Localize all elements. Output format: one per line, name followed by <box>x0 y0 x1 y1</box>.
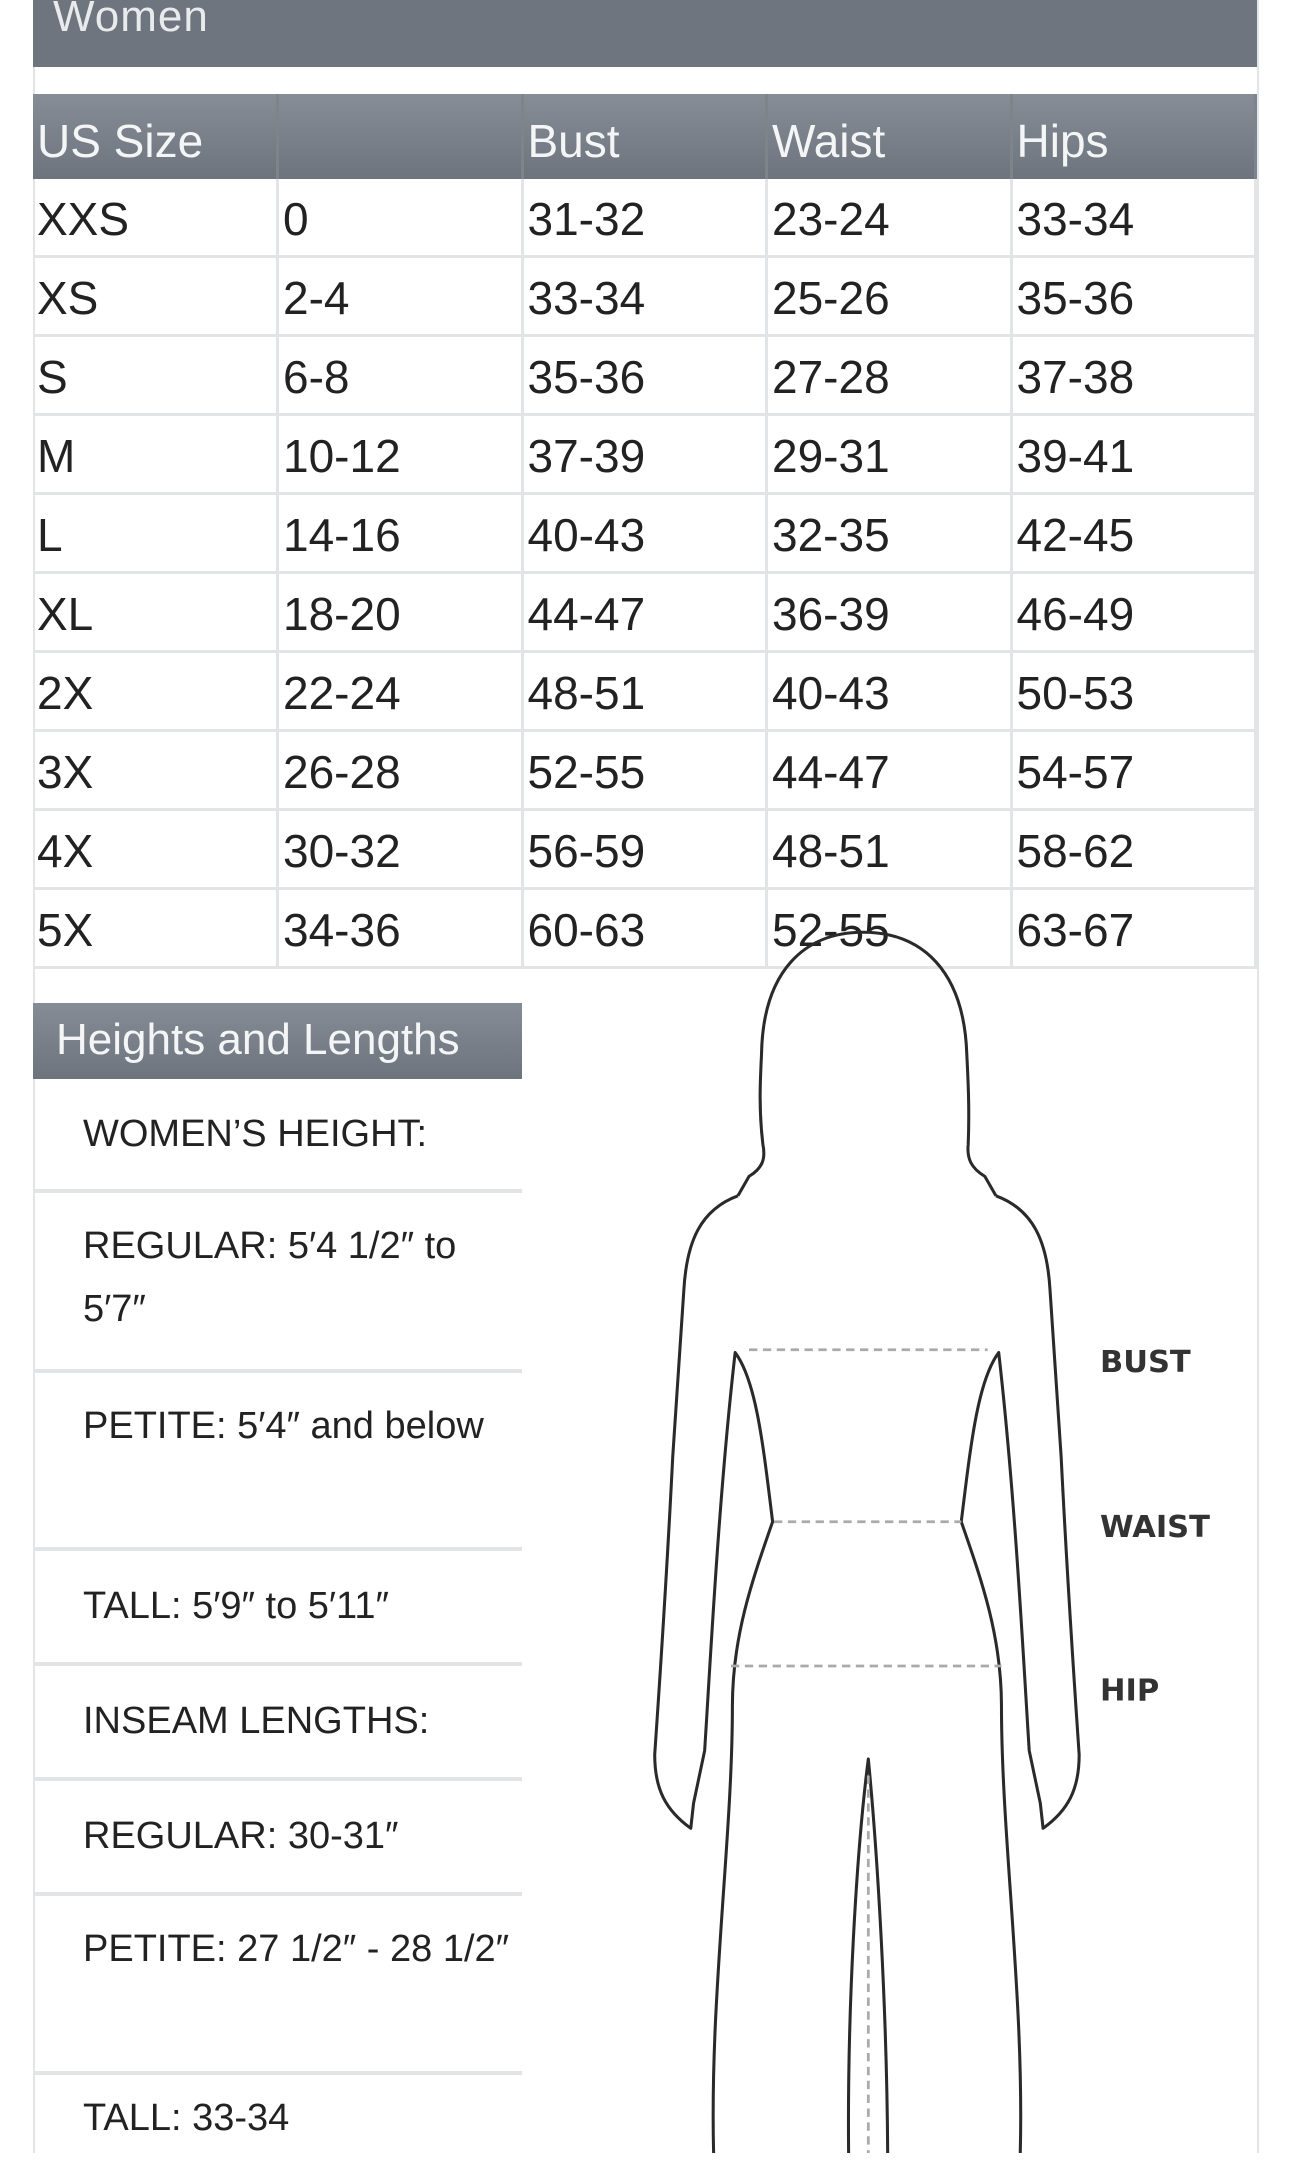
heights-text: WOMEN’S HEIGHT: <box>83 1113 428 1155</box>
section-title: Women <box>53 0 209 41</box>
table-cell: XS <box>33 256 279 337</box>
table-row: XL 18-20 44-47 36-39 46-49 <box>33 572 1257 653</box>
table-cell: 52-55 <box>766 888 1013 969</box>
table-cell: 6-8 <box>277 335 524 416</box>
table-cell: 60-63 <box>522 888 768 969</box>
heights-lengths-title: Heights and Lengths <box>56 1015 460 1064</box>
table-cell: S <box>33 335 279 416</box>
table-cell: 35-36 <box>522 335 768 416</box>
table-cell: 23-24 <box>766 179 1013 258</box>
heights-text: TALL: 5′9″ to 5′11″ <box>83 1585 389 1627</box>
heights-text: REGULAR: 5′4 1/2″ to 5′7″ <box>83 1225 457 1330</box>
table-cell: 29-31 <box>766 414 1013 495</box>
heights-text: PETITE: 5′4″ and below <box>83 1405 484 1447</box>
figure-right-side <box>959 1194 1081 2153</box>
column-header: Waist <box>766 94 1013 179</box>
table-cell: 48-51 <box>522 651 768 732</box>
table-cell: 52-55 <box>522 730 768 811</box>
table-cell: 5X <box>33 888 279 969</box>
table-cell: 22-24 <box>277 651 524 732</box>
table-cell: 34-36 <box>277 888 524 969</box>
table-cell: XL <box>33 572 279 653</box>
table-cell: 40-43 <box>522 493 768 574</box>
table-cell: XXS <box>33 179 279 258</box>
table-cell: 10-12 <box>277 414 524 495</box>
table-cell: 37-39 <box>522 414 768 495</box>
table-row: XXS 0 31-32 23-24 33-34 <box>33 179 1257 258</box>
figure-left-side <box>653 1194 775 2153</box>
hip-label: HIP <box>1100 1674 1159 1709</box>
heights-row: WOMEN’S HEIGHT: <box>33 1079 522 1193</box>
column-header: Hips <box>1011 94 1257 179</box>
heights-lengths-header: Heights and Lengths <box>33 1003 522 1079</box>
table-row: 5X 34-36 60-63 52-55 63-67 <box>33 888 1257 969</box>
table-cell: 31-32 <box>522 179 768 258</box>
heights-text: PETITE: 27 1/2″ - 28 1/2″ <box>83 1928 510 1970</box>
table-row: M 10-12 37-39 29-31 39-41 <box>33 414 1257 495</box>
heights-text: REGULAR: 30-31″ <box>83 1815 399 1857</box>
heights-text: INSEAM LENGTHS: <box>83 1700 430 1742</box>
table-cell: 14-16 <box>277 493 524 574</box>
column-header <box>277 94 524 179</box>
table-cell: 32-35 <box>766 493 1013 574</box>
table-row: 3X 26-28 52-55 44-47 54-57 <box>33 730 1257 811</box>
table-cell: 4X <box>33 809 279 890</box>
figure-inner-legs <box>846 1757 890 2153</box>
bust-label: BUST <box>1100 1345 1191 1380</box>
section-header: Women <box>33 0 1257 67</box>
figure-head-outline <box>736 930 998 1197</box>
table-cell: 56-59 <box>522 809 768 890</box>
table-cell: L <box>33 493 279 574</box>
heights-row: REGULAR: 5′4 1/2″ to 5′7″ <box>33 1193 522 1373</box>
table-cell: 30-32 <box>277 809 524 890</box>
table-cell: 33-34 <box>1011 179 1257 258</box>
table-cell: 42-45 <box>1011 493 1257 574</box>
heights-row: INSEAM LENGTHS: <box>33 1666 522 1781</box>
table-cell: 2X <box>33 651 279 732</box>
table-cell: 54-57 <box>1011 730 1257 811</box>
heights-row: REGULAR: 30-31″ <box>33 1781 522 1896</box>
table-cell: 3X <box>33 730 279 811</box>
table-cell: 46-49 <box>1011 572 1257 653</box>
table-cell: 63-67 <box>1011 888 1257 969</box>
column-header: US Size <box>33 94 279 179</box>
heights-row: TALL: 5′9″ to 5′11″ <box>33 1551 522 1666</box>
table-cell: 50-53 <box>1011 651 1257 732</box>
table-cell: 39-41 <box>1011 414 1257 495</box>
size-chart-table: US Size Bust Waist Hips XXS 0 31-32 23-24 33-34… <box>33 94 1257 969</box>
table-row: S 6-8 35-36 27-28 37-38 <box>33 335 1257 416</box>
waist-label: WAIST <box>1100 1510 1210 1545</box>
table-cell: 2-4 <box>277 256 524 337</box>
table-cell: 44-47 <box>522 572 768 653</box>
table-cell: 44-47 <box>766 730 1013 811</box>
table-cell: M <box>33 414 279 495</box>
table-cell: 48-51 <box>766 809 1013 890</box>
table-cell: 40-43 <box>766 651 1013 732</box>
table-cell: 27-28 <box>766 335 1013 416</box>
heights-row: PETITE: 5′4″ and below <box>33 1373 522 1551</box>
table-cell: 35-36 <box>1011 256 1257 337</box>
table-row: L 14-16 40-43 32-35 42-45 <box>33 493 1257 574</box>
table-cell: 26-28 <box>277 730 524 811</box>
table-cell: 33-34 <box>522 256 768 337</box>
table-cell: 18-20 <box>277 572 524 653</box>
heights-text: TALL: 33-34 <box>83 2097 290 2139</box>
column-header: Bust <box>522 94 768 179</box>
table-row: 2X 22-24 48-51 40-43 50-53 <box>33 651 1257 732</box>
heights-row: PETITE: 27 1/2″ - 28 1/2″ <box>33 1896 522 2075</box>
table-cell: 37-38 <box>1011 335 1257 416</box>
table-cell: 36-39 <box>766 572 1013 653</box>
heights-row: TALL: 33-34 <box>33 2075 522 2160</box>
table-row: 4X 30-32 56-59 48-51 58-62 <box>33 809 1257 890</box>
table-cell: 25-26 <box>766 256 1013 337</box>
table-cell: 58-62 <box>1011 809 1257 890</box>
table-cell: 0 <box>277 179 524 258</box>
table-row: XS 2-4 33-34 25-26 35-36 <box>33 256 1257 337</box>
